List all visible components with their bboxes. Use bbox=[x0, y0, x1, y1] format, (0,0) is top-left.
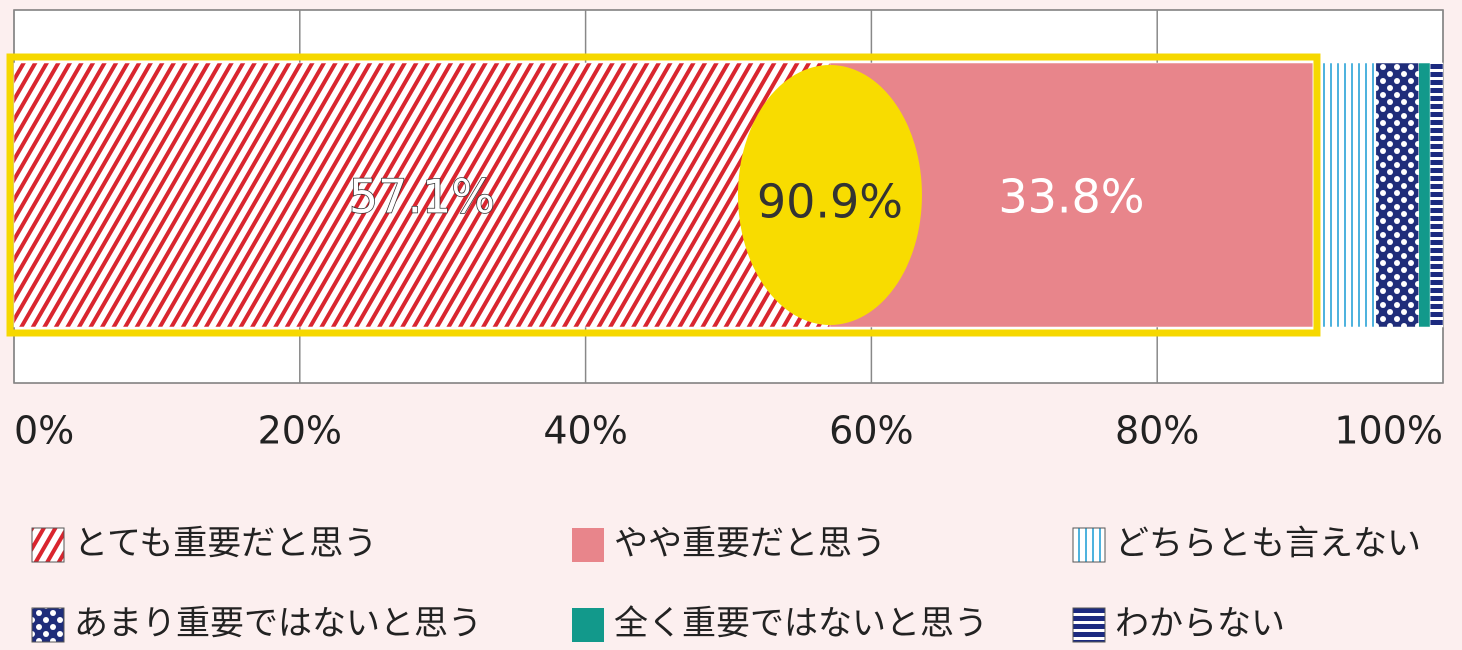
bar-segment bbox=[1376, 63, 1419, 327]
x-tick-label: 100% bbox=[1334, 409, 1443, 453]
value-label: 33.8% bbox=[998, 170, 1144, 224]
legend-swatch bbox=[32, 608, 64, 642]
legend-swatch bbox=[572, 528, 604, 562]
legend-label: とても重要だと思う bbox=[74, 524, 377, 564]
bar-segment bbox=[1430, 63, 1443, 327]
legend-swatch bbox=[32, 528, 64, 562]
annotation: 90.9% bbox=[757, 175, 903, 229]
chart: 0% 20% 40% 60% 80% 100% 57.1% 33.8% 90.9% とても重要だと… bbox=[0, 0, 1462, 650]
bar-segment bbox=[1419, 63, 1430, 327]
legend-swatch bbox=[572, 608, 604, 642]
legend-label: やや重要だと思う bbox=[614, 524, 886, 564]
x-tick-label: 60% bbox=[829, 409, 913, 453]
legend-label: どちらとも言えない bbox=[1115, 524, 1421, 564]
x-tick-label: 40% bbox=[543, 409, 627, 453]
x-tick-label: 20% bbox=[258, 409, 342, 453]
bar-segment bbox=[1313, 63, 1376, 327]
legend-label: 全く重要ではないと思う bbox=[614, 604, 988, 644]
legend-swatch bbox=[1073, 608, 1105, 642]
legend-label: あまり重要ではないと思う bbox=[74, 604, 482, 644]
legend-label: わからない bbox=[1115, 604, 1285, 644]
legend-swatch bbox=[1073, 528, 1105, 562]
x-tick-label: 80% bbox=[1115, 409, 1199, 453]
value-label: 57.1% bbox=[349, 170, 495, 224]
x-tick-label: 0% bbox=[14, 409, 74, 453]
